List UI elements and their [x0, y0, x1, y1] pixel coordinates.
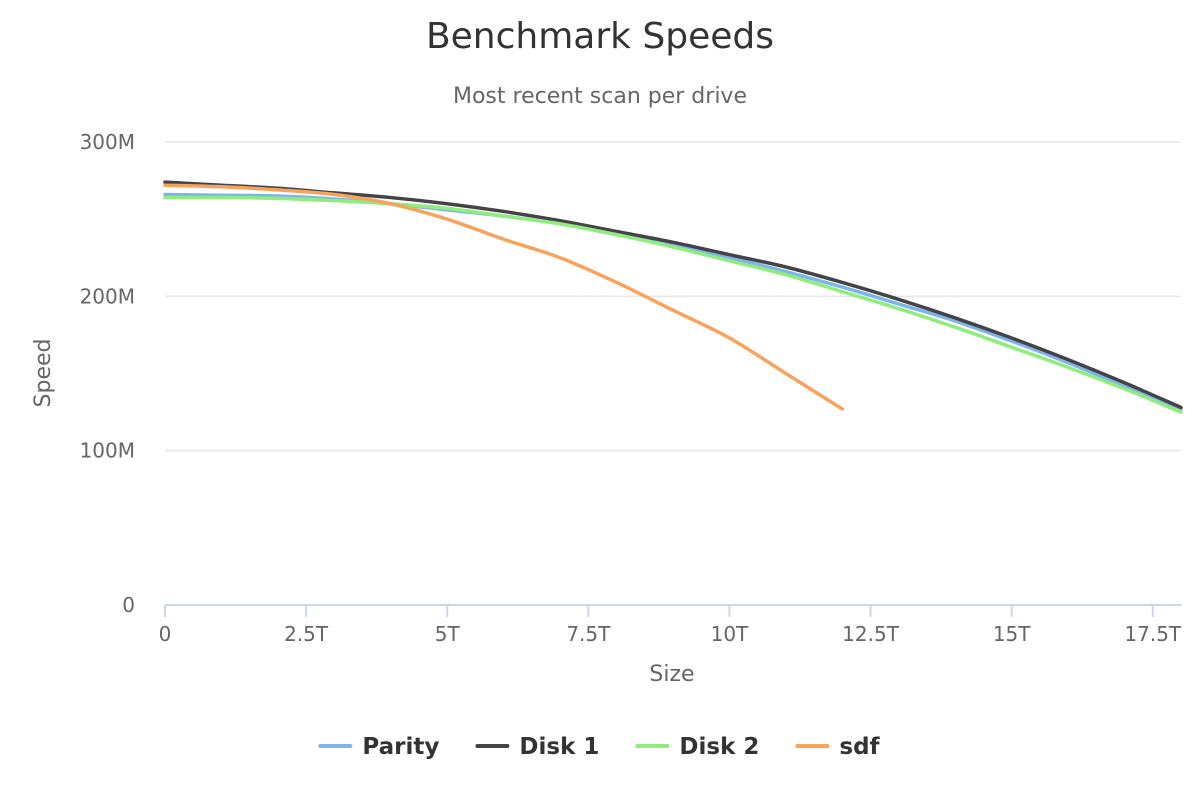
y-axis-ticks: 0 100M 200M 300M — [80, 130, 135, 617]
x-tick-label: 10T — [711, 622, 749, 646]
legend-label: Disk 2 — [679, 734, 759, 760]
legend-item-parity[interactable]: Parity — [318, 734, 439, 760]
x-axis-title: Size — [649, 662, 694, 687]
legend-item-sdf[interactable]: sdf — [795, 734, 881, 760]
grid-lines — [165, 141, 1181, 452]
x-tick-label: 17.5T — [1124, 622, 1182, 646]
legend-label: sdf — [839, 734, 880, 760]
legend-item-disk-1[interactable]: Disk 1 — [475, 734, 599, 760]
x-tick-label: 5T — [435, 622, 461, 646]
x-tick-label: 2.5T — [284, 622, 329, 646]
series-line-disk-1 — [163, 180, 1183, 410]
legend: Parity Disk 1 Disk 2 sdf — [318, 734, 881, 760]
y-tick-label: 0 — [122, 593, 135, 617]
x-tick-label: 12.5T — [842, 622, 900, 646]
x-tick-label: 7.5T — [566, 622, 611, 646]
series-line-sdf — [163, 183, 845, 411]
x-tick-label: 15T — [993, 622, 1031, 646]
legend-label: Disk 1 — [519, 734, 599, 760]
series-line-parity — [163, 192, 1183, 411]
series-line-disk-2 — [163, 195, 1183, 414]
series-lines — [163, 180, 1183, 414]
chart-title: Benchmark Speeds — [426, 16, 774, 57]
chart-subtitle: Most recent scan per drive — [453, 84, 747, 109]
y-tick-label: 100M — [80, 439, 135, 463]
y-axis-title: Speed — [31, 339, 56, 408]
y-tick-label: 200M — [80, 284, 135, 308]
x-tick-label: 0 — [159, 622, 172, 646]
y-tick-label: 300M — [80, 130, 135, 154]
legend-label: Parity — [362, 734, 439, 760]
legend-item-disk-2[interactable]: Disk 2 — [635, 734, 759, 760]
x-axis: 0 2.5T 5T 7.5T 10T 12.5T 15T 17.5T — [159, 604, 1182, 646]
